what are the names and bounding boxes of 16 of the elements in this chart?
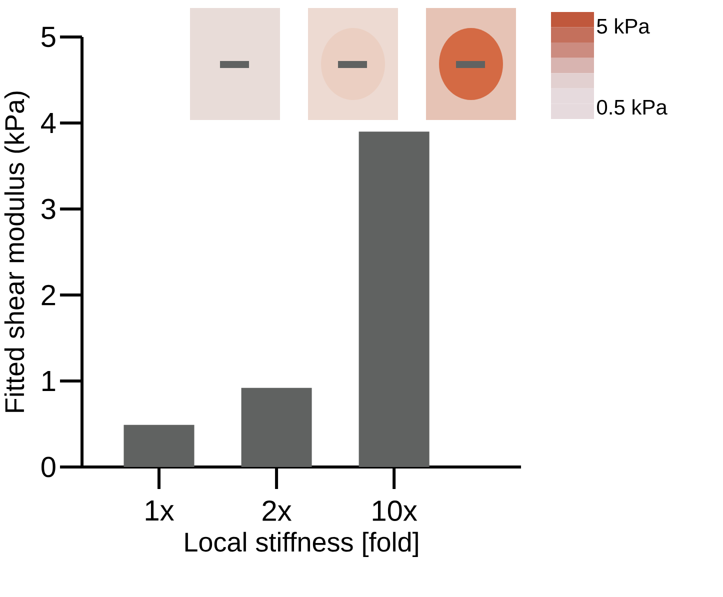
y-tick-label: 4 <box>41 113 56 133</box>
y-tick-label: 1 <box>42 371 56 391</box>
x-tick-label: 2x <box>262 500 292 521</box>
y-axis-title: Fitted shear modulus (kPa) <box>4 92 30 412</box>
bar <box>124 424 194 467</box>
text: 5 kPa <box>597 18 650 34</box>
y-tick-label: 2 <box>42 284 56 306</box>
x-tick-label: 10x <box>372 500 418 522</box>
y-tick-label: 3 <box>41 198 56 220</box>
y-tick-label: 5 <box>42 26 56 48</box>
x-tick-label: 1x <box>146 500 174 520</box>
x-axis-title: Local stiffness [fold] <box>185 532 418 558</box>
bar <box>241 388 312 467</box>
bar <box>358 132 430 467</box>
text: 0.5 kPa <box>597 99 668 115</box>
y-tick-label: 0 <box>42 456 56 478</box>
